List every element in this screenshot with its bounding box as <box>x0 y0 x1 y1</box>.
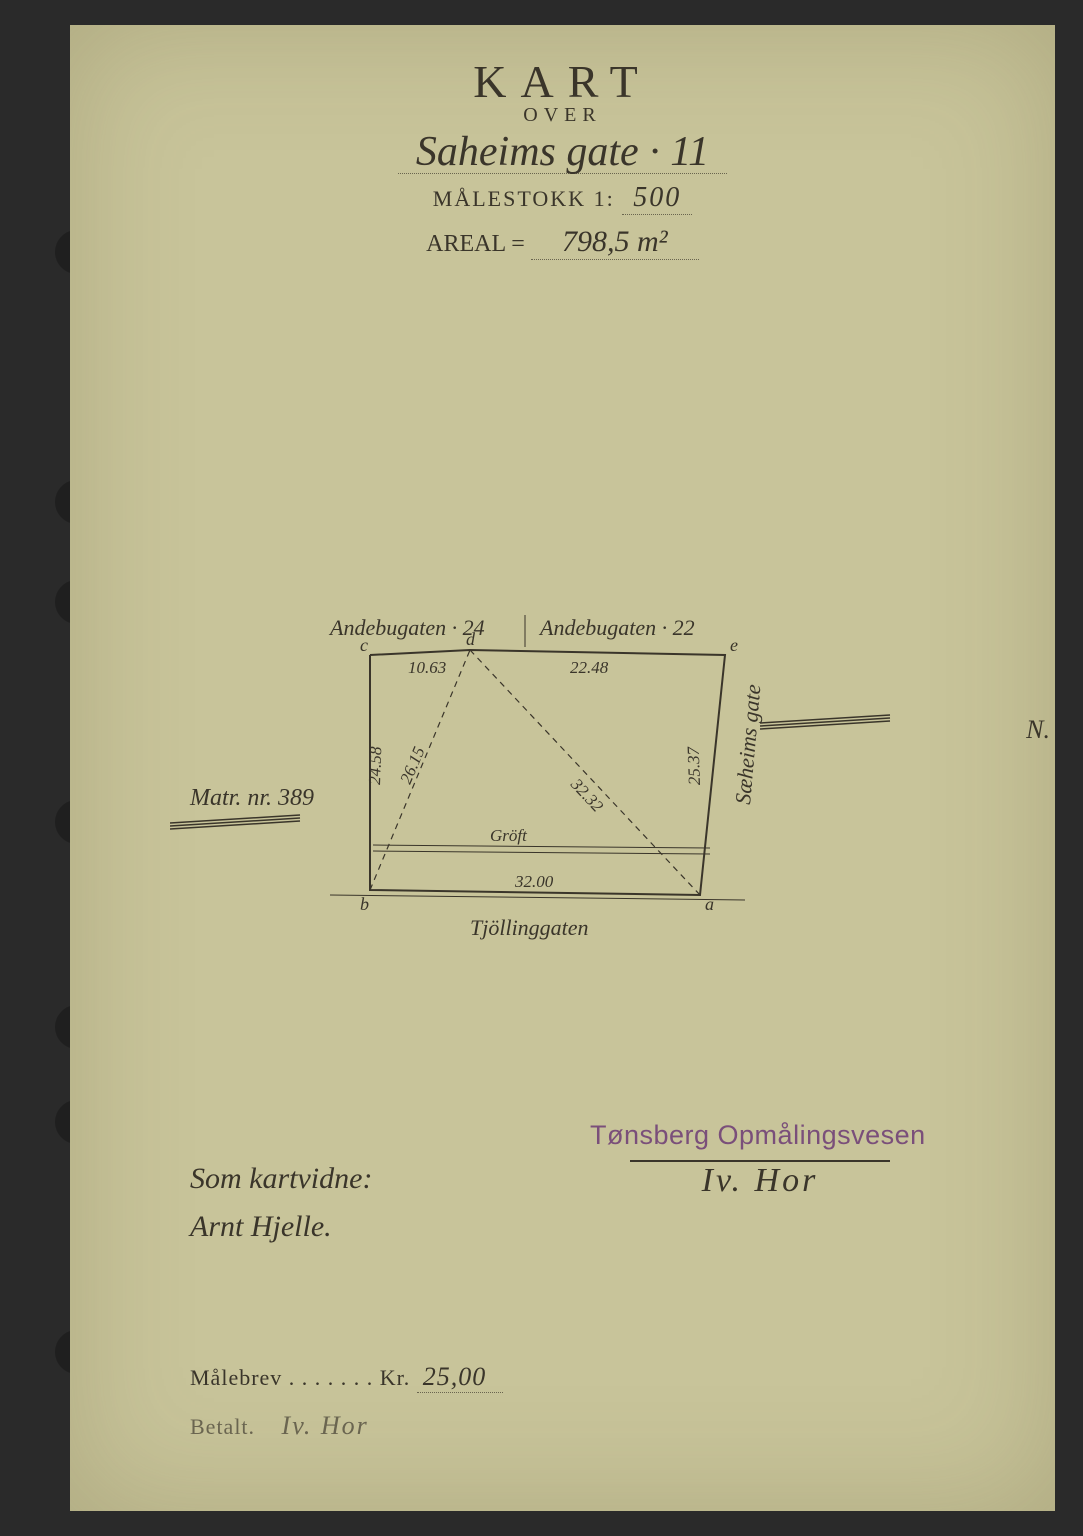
scale-row: MÅLESTOKK 1: 500 <box>70 182 1055 215</box>
title-over: OVER <box>70 104 1055 127</box>
street-name: Saheims gate · 11 <box>398 131 727 174</box>
groft-line-1 <box>373 845 710 848</box>
witness-block: Som kartvidne: Arnt Hjelle. <box>190 1155 372 1251</box>
diagonal-da <box>470 650 700 895</box>
dim-cd: 10.63 <box>408 658 446 677</box>
dim-da: 32.32 <box>566 774 607 816</box>
betalt-signature: Iv. Hor <box>282 1411 369 1441</box>
baseline-ext <box>330 895 745 900</box>
dim-de: 22.48 <box>570 658 609 677</box>
adjacent-top-right: Andebugaten · 22 <box>538 615 695 640</box>
dim-bd: 26.15 <box>396 744 428 787</box>
corner-e: e <box>730 635 738 655</box>
betalt-row: Betalt. Iv. Hor <box>190 1411 503 1441</box>
scale-label: MÅLESTOKK 1: <box>433 186 615 211</box>
authority-signature: Iv. Hor <box>630 1160 890 1200</box>
arrow-left-icon <box>170 815 300 829</box>
area-row: AREAL = 798,5 m² <box>70 225 1055 260</box>
plot-boundary <box>370 650 725 895</box>
arrow-right-icon <box>760 715 890 729</box>
document-page: KART OVER Saheims gate · 11 MÅLESTOKK 1:… <box>70 25 1055 1511</box>
betalt-label: Betalt. <box>190 1414 255 1439</box>
witness-label: Som kartvidne: <box>190 1155 372 1203</box>
authority-stamp: Tønsberg Opmålingsvesen <box>590 1120 926 1151</box>
area-value: 798,5 m² <box>531 225 699 260</box>
adjacent-top-left: Andebugaten · 24 <box>328 615 485 640</box>
header-block: KART OVER Saheims gate · 11 MÅLESTOKK 1:… <box>70 55 1055 260</box>
malebrev-label: Målebrev . . . . . . . Kr. <box>190 1365 410 1390</box>
title-kart: KART <box>70 55 1055 108</box>
north-mark: N. <box>1026 715 1050 745</box>
dim-ba: 32.00 <box>514 872 554 891</box>
plot-diagram: Matr. nr. 389 N. Andebugaten · 24 Andebu… <box>170 585 970 965</box>
corner-d: d <box>466 629 476 649</box>
dim-ea: 25.37 <box>684 745 704 785</box>
malebrev-row: Målebrev . . . . . . . Kr. 25,00 <box>190 1362 503 1393</box>
plot-svg: Andebugaten · 24 Andebugaten · 22 Gröft … <box>170 585 970 965</box>
adjacent-right: Sæheims gate <box>730 683 765 805</box>
malebrev-value: 25,00 <box>417 1362 503 1393</box>
footer-block: Målebrev . . . . . . . Kr. 25,00 Betalt.… <box>190 1362 503 1441</box>
adjacent-left-label: Matr. nr. 389 <box>190 785 314 812</box>
corner-c: c <box>360 635 368 655</box>
adjacent-bottom: Tjöllinggaten <box>470 915 589 940</box>
scale-value: 500 <box>622 182 692 215</box>
dim-bc: 24.58 <box>365 746 385 785</box>
interior-label: Gröft <box>490 826 528 845</box>
witness-name: Arnt Hjelle. <box>190 1203 372 1251</box>
corner-a: a <box>705 894 714 914</box>
area-label: AREAL = <box>426 231 525 257</box>
corner-b: b <box>360 894 369 914</box>
